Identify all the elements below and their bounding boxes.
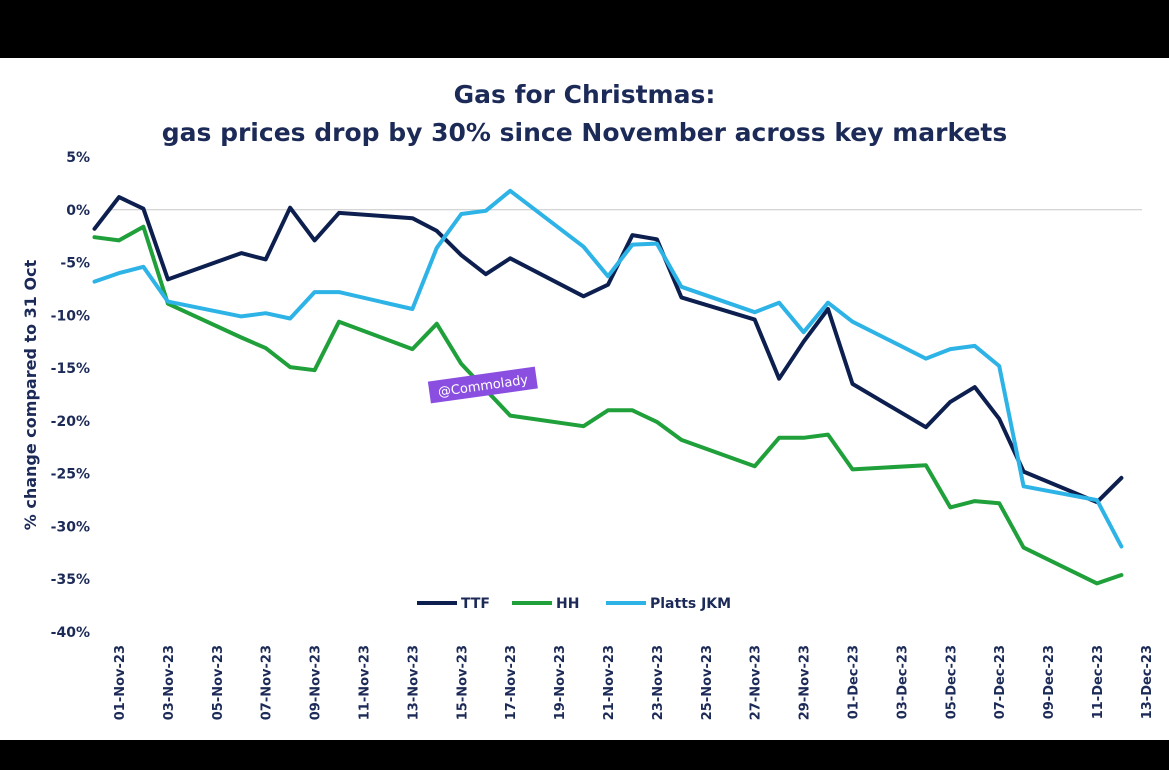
x-axis-ticks: 01-Nov-23 03-Nov-23 05-Nov-23 07-Nov-23 09-N… — [113, 645, 1155, 720]
y-axis-label: % change compared to 31 Oct — [21, 259, 40, 530]
x-tick-label: 15-Nov-23 — [455, 645, 470, 720]
y-tick-label: -15% — [51, 361, 90, 377]
x-tick-label: 13-Nov-23 — [406, 645, 421, 720]
y-tick-label: -40% — [51, 625, 90, 641]
y-tick-label: -20% — [51, 414, 90, 430]
watermark: @Commolady — [427, 366, 538, 404]
x-tick-label: 03-Nov-23 — [162, 645, 177, 720]
legend-label: HH — [556, 596, 579, 612]
x-tick-label: 03-Dec-23 — [895, 645, 910, 719]
x-tick-label: 13-Dec-23 — [1140, 645, 1155, 719]
x-tick-label: 07-Nov-23 — [260, 645, 275, 720]
y-tick-label: -10% — [51, 308, 90, 324]
series-line-hh — [92, 224, 1124, 586]
x-tick-label: 09-Dec-23 — [1042, 645, 1057, 719]
x-tick-label: 19-Nov-23 — [553, 645, 568, 720]
x-tick-label: 21-Nov-23 — [602, 645, 617, 720]
x-tick-label: 25-Nov-23 — [700, 645, 715, 720]
x-tick-label: 29-Nov-23 — [798, 645, 813, 720]
series-group — [92, 188, 1124, 586]
x-tick-label: 09-Nov-23 — [309, 645, 324, 720]
y-tick-label: 0% — [66, 203, 90, 219]
x-tick-label: 23-Nov-23 — [651, 645, 666, 720]
y-tick-label: -5% — [60, 256, 90, 272]
x-tick-label: 27-Nov-23 — [749, 645, 764, 720]
x-tick-label: 11-Nov-23 — [358, 645, 373, 720]
x-tick-label: 05-Dec-23 — [944, 645, 959, 719]
legend: TTF HH Platts JKM — [417, 596, 731, 612]
series-line-ttf — [92, 195, 1124, 505]
chart-subtitle: gas prices drop by 30% since November ac… — [161, 118, 1008, 147]
legend-label: TTF — [461, 596, 490, 612]
y-tick-label: -35% — [51, 572, 90, 588]
chart-title: Gas for Christmas: — [453, 80, 716, 109]
series-line-platts-jkm — [92, 188, 1124, 549]
y-tick-label: -25% — [51, 467, 90, 483]
legend-label: Platts JKM — [650, 596, 731, 612]
y-tick-label: -30% — [51, 519, 90, 535]
y-tick-label: 5% — [66, 150, 90, 166]
x-tick-label: 11-Dec-23 — [1091, 645, 1106, 719]
x-tick-label: 07-Dec-23 — [993, 645, 1008, 719]
x-tick-label: 01-Nov-23 — [113, 645, 128, 720]
watermark-box — [427, 366, 538, 404]
x-tick-label: 05-Nov-23 — [211, 645, 226, 720]
y-axis-ticks: 5% 0% -5% -10% -15% -20% -25% -30% -35% -40% — [51, 150, 90, 641]
chart-background — [0, 58, 1169, 740]
x-tick-label: 17-Nov-23 — [504, 645, 519, 720]
x-tick-label: 01-Dec-23 — [847, 645, 862, 719]
